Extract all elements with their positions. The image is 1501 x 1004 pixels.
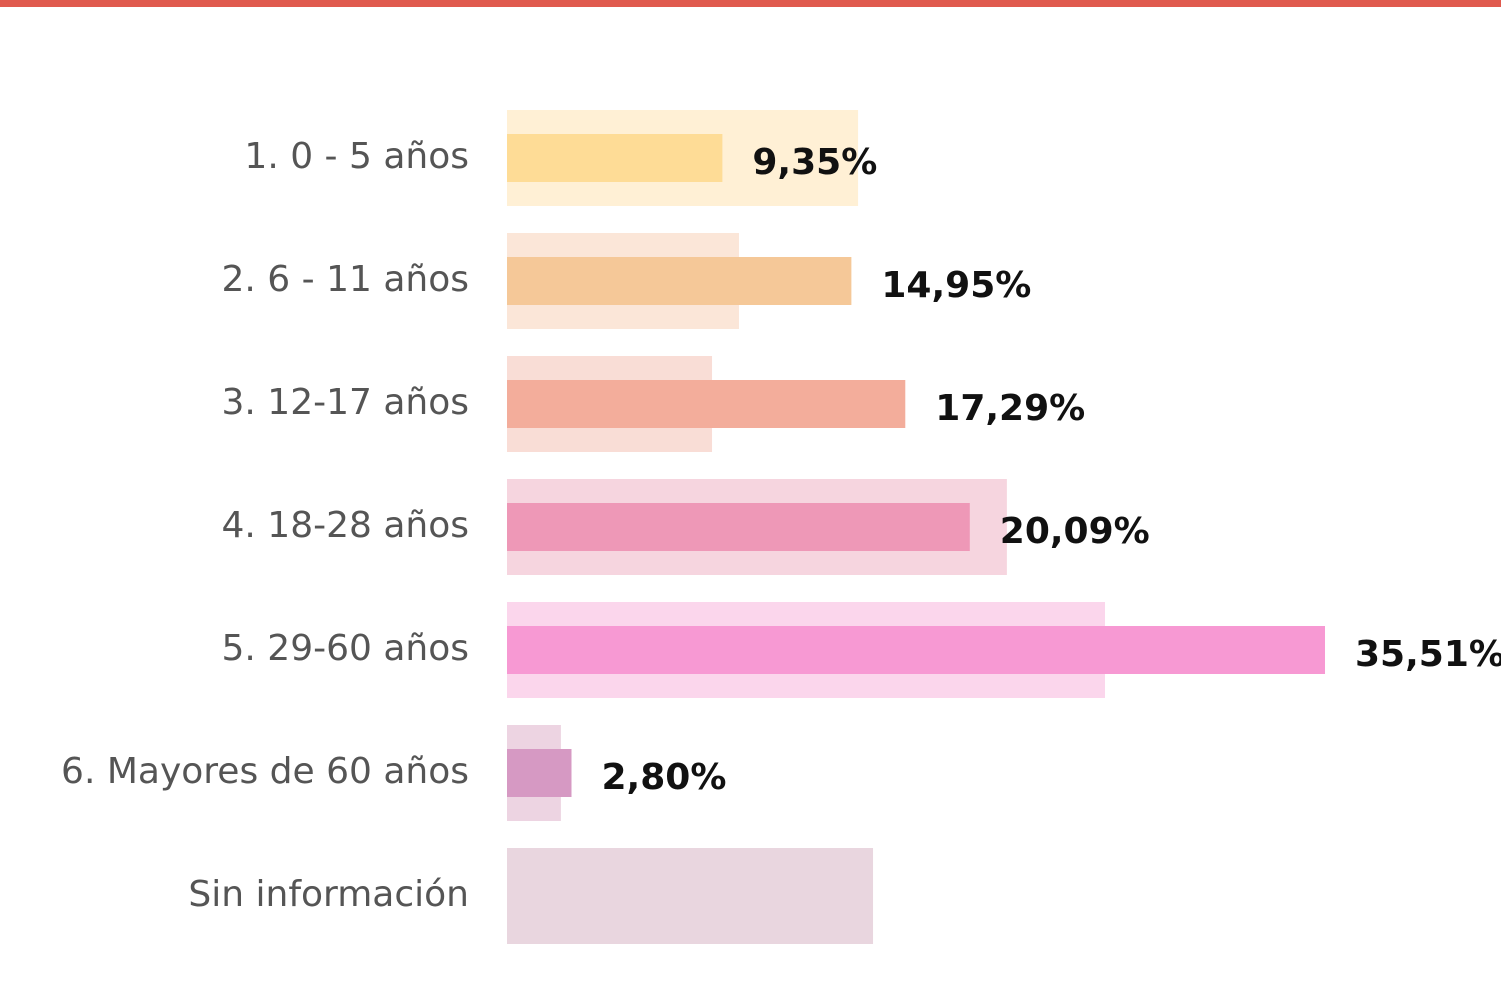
data-label: 9,35% [752,142,877,183]
data-label: 2,80% [602,757,727,798]
data-label: 20,09% [1000,511,1150,552]
data-label: 17,29% [935,388,1085,429]
bar [507,257,852,305]
bar [507,749,572,797]
category-label: 5. 29-60 años [222,628,470,669]
category-label: 1. 0 - 5 años [244,136,469,177]
category-label: Sin información [188,874,469,915]
bar [507,848,874,944]
category-label: 2. 6 - 11 años [222,259,469,300]
top-border [0,0,1501,7]
bar [507,134,723,182]
category-label: 6. Mayores de 60 años [61,751,469,792]
category-label: 4. 18-28 años [222,505,470,546]
data-label: 14,95% [881,265,1031,306]
bar [507,626,1325,674]
bar [507,380,906,428]
data-label: 35,51% [1355,634,1501,675]
category-label: 3. 12-17 años [222,382,470,423]
bar [507,503,970,551]
